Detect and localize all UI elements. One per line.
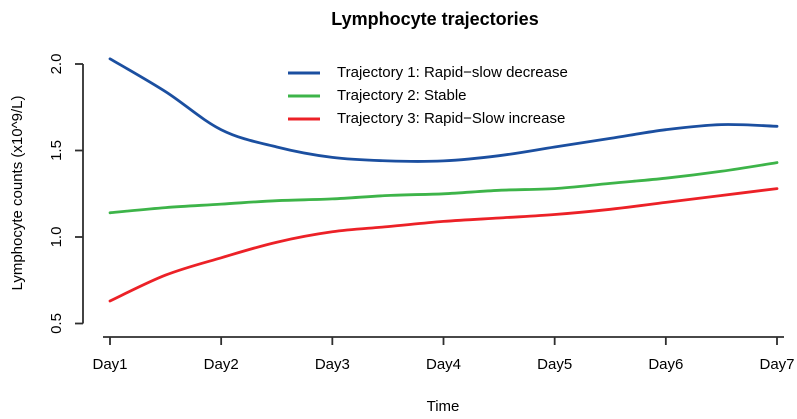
x-tick-label: Day1 xyxy=(92,356,127,373)
legend-item: Trajectory 2: Stable xyxy=(288,87,467,104)
legend-label: Trajectory 1: Rapid−slow decrease xyxy=(337,64,568,81)
x-tick-label: Day3 xyxy=(315,356,350,373)
legend-item: Trajectory 1: Rapid−slow decrease xyxy=(288,64,568,81)
legend-item: Trajectory 3: Rapid−Slow increase xyxy=(288,110,565,127)
y-tick-label: 0.5 xyxy=(48,313,65,334)
trajectory-line-1 xyxy=(108,57,779,163)
x-tick-label: Day5 xyxy=(537,356,572,373)
y-tick-label: 1.0 xyxy=(48,227,65,248)
legend: Trajectory 1: Rapid−slow decrease Traject… xyxy=(288,64,568,127)
trajectory-line-3 xyxy=(108,187,779,303)
x-tick-label: Day2 xyxy=(204,356,239,373)
y-tick-label: 1.5 xyxy=(48,140,65,161)
legend-label: Trajectory 3: Rapid−Slow increase xyxy=(337,110,565,127)
y-tick-label: 2.0 xyxy=(48,54,65,75)
series-lines xyxy=(108,57,779,303)
x-tick-label: Day7 xyxy=(759,356,794,373)
axes: 0.5 1.0 1.5 2.0 Day1 Day2 Day3 Day4 Day5 Day6 Day7 xyxy=(48,54,795,373)
x-tick-label: Day4 xyxy=(426,356,461,373)
y-axis-title: Lymphocyte counts (x10^9/L) xyxy=(9,96,26,291)
trajectory-line-2 xyxy=(108,161,779,215)
legend-label: Trajectory 2: Stable xyxy=(337,87,467,104)
chart-title: Lymphocyte trajectories xyxy=(331,9,538,29)
x-axis-title: Time xyxy=(427,398,460,415)
x-tick-label: Day6 xyxy=(648,356,683,373)
